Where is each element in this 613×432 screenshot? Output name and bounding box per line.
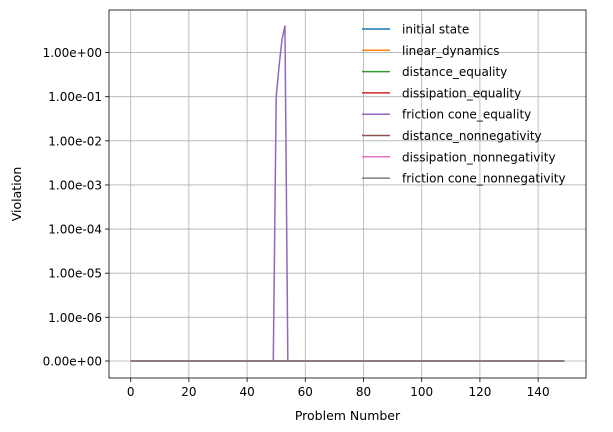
y-tick-label: 1.00e+00 [43, 46, 102, 60]
y-tick-label: 1.00e-04 [48, 223, 102, 237]
y-tick-label: 0.00e+00 [43, 355, 102, 369]
y-tick-label: 1.00e-06 [48, 311, 102, 325]
legend-label: dissipation_nonnegativity [402, 150, 556, 164]
y-tick-label: 1.00e-03 [48, 178, 102, 192]
y-axis-label: Violation [9, 167, 24, 221]
legend-label: initial state [402, 23, 469, 37]
series-line-5 [130, 25, 565, 362]
legend-label: linear_dynamics [402, 44, 500, 58]
x-tick-label: 80 [356, 385, 371, 399]
legend: initial state linear_dynamics distance_equ… [362, 23, 566, 186]
x-tick-label: 100 [410, 385, 433, 399]
plot-area: 0 20 40 60 80 100 120 140 0.00e+00 1.00e-06 1.00e-… [43, 9, 587, 399]
x-tick-label: 20 [181, 385, 196, 399]
x-axis-label: Problem Number [295, 408, 401, 423]
legend-label: dissipation_equality [402, 86, 521, 100]
y-tick-label: 1.00e-02 [48, 134, 102, 148]
legend-label: distance_equality [402, 65, 507, 79]
x-tick-label: 40 [239, 385, 254, 399]
legend-label: friction cone_nonnegativity [402, 172, 566, 186]
x-tick-label: 120 [468, 385, 491, 399]
legend-label: friction cone_equality [402, 108, 531, 122]
x-tick-label: 60 [298, 385, 313, 399]
axes-frame [108, 9, 587, 379]
y-tick-label: 1.00e-05 [48, 267, 102, 281]
x-tick-label: 0 [127, 385, 135, 399]
x-tick-label: 140 [527, 385, 550, 399]
y-tick-label: 1.00e-01 [48, 90, 102, 104]
legend-label: distance_nonnegativity [402, 129, 542, 143]
